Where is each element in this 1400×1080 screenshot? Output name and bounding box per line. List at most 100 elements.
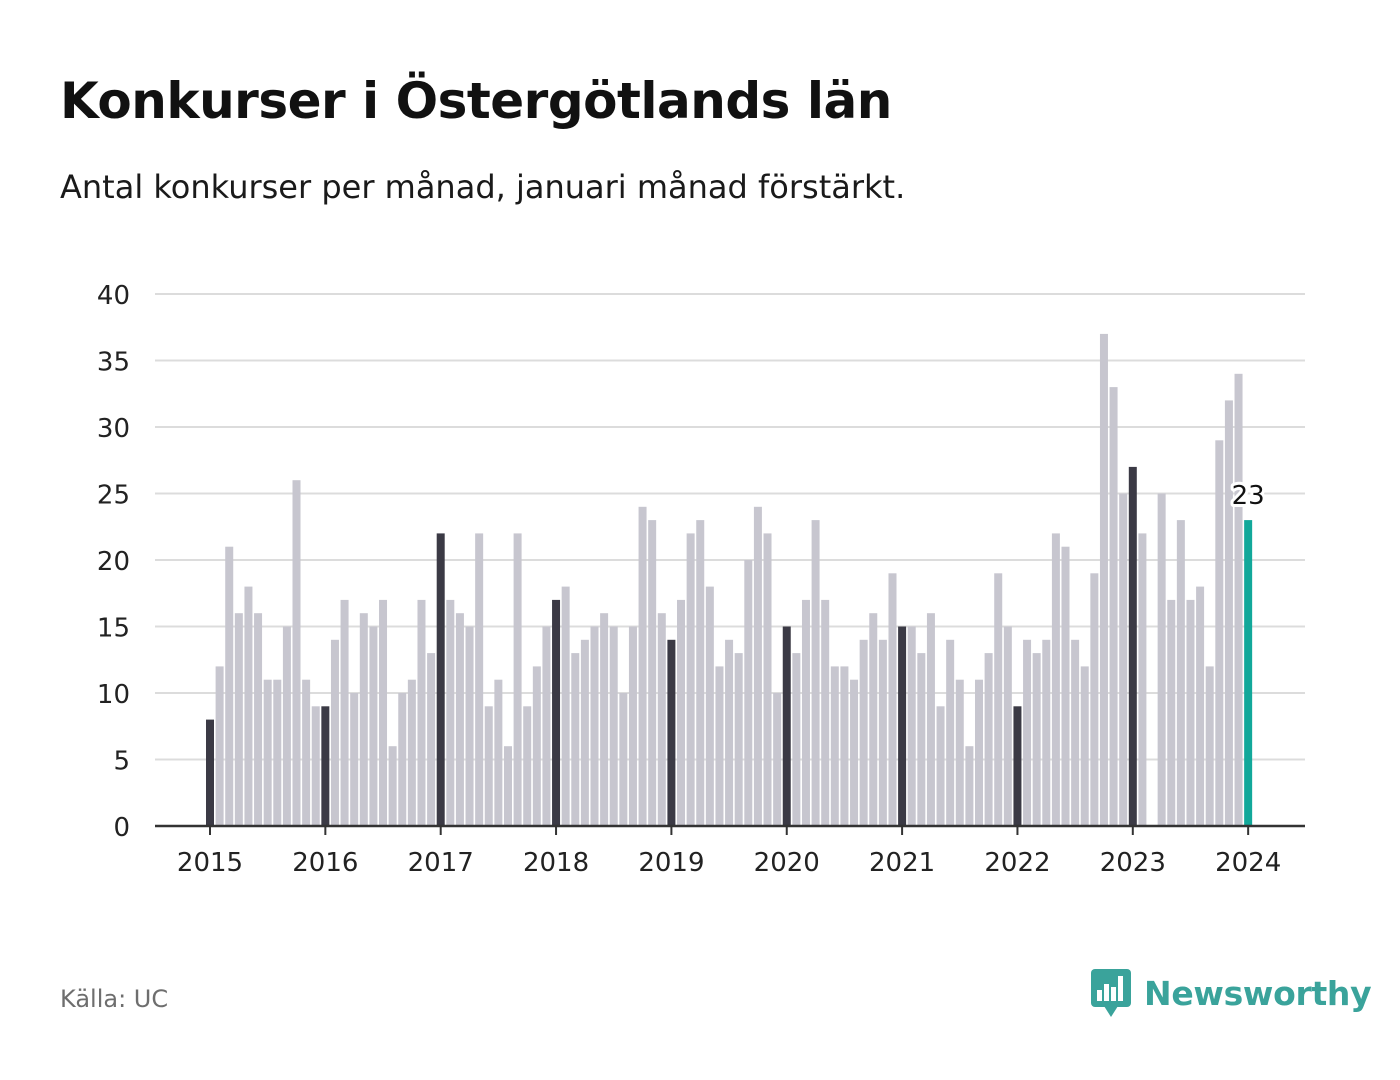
bar xyxy=(878,639,887,826)
bar-latest xyxy=(1244,520,1253,826)
bar xyxy=(1138,533,1147,826)
bar xyxy=(1224,400,1233,826)
x-tick-label: 2015 xyxy=(177,848,243,878)
bar xyxy=(917,653,926,826)
bar xyxy=(955,679,964,826)
y-tick-label: 40 xyxy=(97,281,130,311)
bar xyxy=(1090,573,1099,826)
bar xyxy=(1176,520,1185,826)
bar xyxy=(821,599,830,826)
bar xyxy=(427,653,436,826)
bar xyxy=(311,706,320,826)
x-tick-label: 2021 xyxy=(869,848,935,878)
bar xyxy=(484,706,493,826)
bar-january xyxy=(1013,706,1022,826)
bar xyxy=(465,626,474,826)
bar xyxy=(1196,586,1205,826)
bar xyxy=(984,653,993,826)
bar xyxy=(503,746,512,826)
bar-january xyxy=(898,626,907,826)
bar xyxy=(801,599,810,826)
bar xyxy=(1186,599,1195,826)
data-labels: 23 xyxy=(1229,478,1268,514)
y-tick-label: 15 xyxy=(97,614,130,644)
bar xyxy=(705,586,714,826)
bar xyxy=(888,573,897,826)
x-tick-label: 2022 xyxy=(984,848,1050,878)
bar xyxy=(1042,639,1051,826)
bar xyxy=(561,586,570,826)
bar-january xyxy=(206,719,214,826)
brand-logo: Newsworthy xyxy=(1090,968,1372,1018)
bar xyxy=(571,653,580,826)
bar xyxy=(215,666,224,826)
bar xyxy=(292,480,301,826)
bar xyxy=(302,679,311,826)
bar xyxy=(542,626,551,826)
x-tick-label: 2016 xyxy=(292,848,358,878)
bar xyxy=(225,546,234,826)
y-axis-ticks: 0 5 10 15 20 25 30 35 40 xyxy=(97,281,130,843)
bar xyxy=(830,666,839,826)
bar xyxy=(340,599,349,826)
bar xyxy=(734,653,743,826)
bar xyxy=(763,533,772,826)
y-tick-label: 30 xyxy=(97,414,130,444)
bar-january xyxy=(782,626,791,826)
bar xyxy=(1003,626,1012,826)
bar-january xyxy=(436,533,445,826)
bar xyxy=(1205,666,1214,826)
bar xyxy=(379,599,388,826)
bar xyxy=(811,520,820,826)
bar xyxy=(1080,666,1089,826)
bar xyxy=(494,679,503,826)
bar xyxy=(1167,599,1176,826)
bar xyxy=(946,639,955,826)
bar xyxy=(753,506,762,826)
y-tick-label: 25 xyxy=(97,481,130,511)
bar xyxy=(619,693,628,826)
y-tick-label: 20 xyxy=(97,547,130,577)
x-tick-label: 2018 xyxy=(523,848,589,878)
bar xyxy=(330,639,339,826)
bar xyxy=(1119,493,1128,826)
bar xyxy=(590,626,599,826)
x-tick-label: 2019 xyxy=(638,848,704,878)
bar xyxy=(407,679,416,826)
bar xyxy=(686,533,695,826)
bar xyxy=(1157,493,1166,826)
bar xyxy=(850,679,859,826)
bar xyxy=(388,746,397,826)
bar xyxy=(254,613,263,826)
chart-title: Konkurser i Östergötlands län xyxy=(60,72,892,130)
x-tick-label: 2017 xyxy=(408,848,474,878)
newsworthy-logo-icon xyxy=(1091,969,1131,1017)
bar xyxy=(994,573,1003,826)
x-axis-ticks: 2015 2016 2017 2018 2019 2020 2021 2022 2023 2024 xyxy=(177,826,1281,878)
bar xyxy=(638,506,647,826)
y-tick-label: 0 xyxy=(113,813,130,843)
bar-january xyxy=(1128,466,1137,826)
bar xyxy=(359,613,368,826)
bar-january xyxy=(321,706,330,826)
bar xyxy=(696,520,705,826)
bar xyxy=(840,666,849,826)
bar xyxy=(532,666,541,826)
bar xyxy=(455,613,464,826)
bar xyxy=(725,639,734,826)
bar xyxy=(1051,533,1060,826)
bar xyxy=(513,533,522,826)
bar xyxy=(628,626,637,826)
bar xyxy=(1023,639,1032,826)
bar xyxy=(350,693,359,826)
bar xyxy=(523,706,532,826)
y-tick-label: 10 xyxy=(97,680,130,710)
bar-january xyxy=(552,599,561,826)
bar xyxy=(648,520,657,826)
bar xyxy=(417,599,426,826)
chart-subtitle: Antal konkurser per månad, januari månad… xyxy=(60,168,906,206)
x-tick-label: 2023 xyxy=(1100,848,1166,878)
brand-name: Newsworthy xyxy=(1144,973,1372,1013)
source-note: Källa: UC xyxy=(60,985,169,1013)
bar-january xyxy=(667,639,676,826)
